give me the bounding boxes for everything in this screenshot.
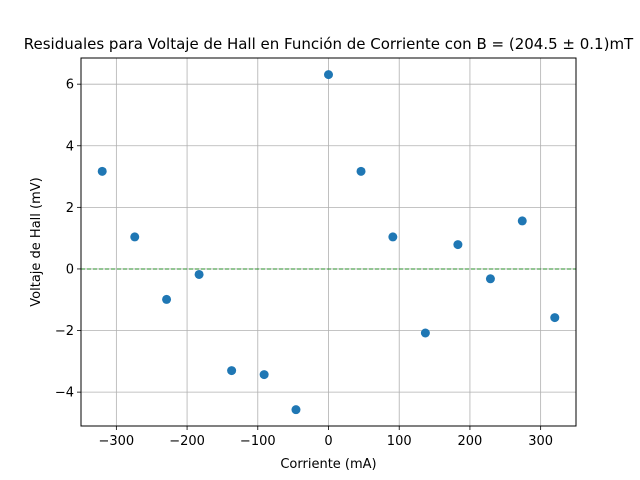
data-point xyxy=(550,313,560,323)
x-tick-label: 200 xyxy=(458,434,483,449)
data-point xyxy=(162,294,172,304)
x-tick-label: 100 xyxy=(387,434,412,449)
chart-title: Residuales para Voltaje de Hall en Funci… xyxy=(24,35,634,53)
data-point xyxy=(291,405,301,415)
y-tick-label: 4 xyxy=(66,139,74,154)
x-axis-ticks: −300 −200 −100 0 100 200 300 xyxy=(98,426,553,449)
y-tick-label: 6 xyxy=(66,78,74,93)
data-point xyxy=(420,328,430,338)
data-point xyxy=(324,70,333,80)
y-axis-ticks: −4 −2 0 2 4 6 xyxy=(55,78,81,401)
data-points xyxy=(97,70,560,415)
y-axis-label: Voltaje de Hall (mV) xyxy=(29,177,44,306)
y-tick-label: 2 xyxy=(66,201,74,216)
y-tick-label: −4 xyxy=(55,386,74,401)
y-tick-label: 0 xyxy=(66,262,74,277)
x-tick-label: −300 xyxy=(98,434,134,449)
data-point xyxy=(194,269,204,279)
y-tick-label: −2 xyxy=(55,324,74,339)
data-point xyxy=(259,370,269,380)
data-point xyxy=(356,166,366,176)
x-axis-label: Corriente (mA) xyxy=(280,457,376,472)
x-tick-label: −100 xyxy=(240,434,276,449)
x-tick-label: 300 xyxy=(528,434,553,449)
data-point xyxy=(227,366,237,376)
data-point xyxy=(130,232,140,242)
data-point xyxy=(388,232,398,242)
x-tick-label: −200 xyxy=(169,434,205,449)
data-point xyxy=(485,274,495,284)
data-point xyxy=(453,240,463,250)
grid-lines xyxy=(81,58,576,426)
x-tick-label: 0 xyxy=(324,434,332,449)
data-point xyxy=(97,166,107,176)
data-point xyxy=(517,216,527,226)
